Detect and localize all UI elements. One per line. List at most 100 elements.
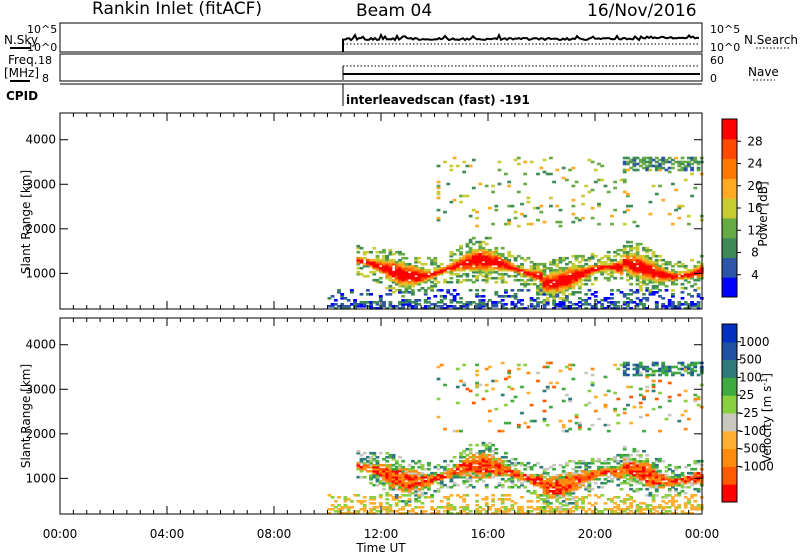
heatmap-cell: [414, 301, 418, 304]
heatmap-cell: [504, 512, 508, 515]
heatmap-cell: [645, 487, 650, 491]
heatmap-cell: [507, 465, 512, 469]
heatmap-cell: [439, 262, 444, 266]
heatmap-cell: [584, 477, 589, 481]
colorbar-segment: [722, 198, 737, 219]
heatmap-cell: [394, 282, 399, 286]
heatmap-cell: [574, 413, 579, 417]
heatmap-cell: [568, 477, 572, 481]
heatmap-cell: [488, 473, 492, 477]
heatmap-cell: [500, 461, 505, 465]
heatmap-cell: [587, 278, 592, 282]
heatmap-cell: [359, 500, 364, 503]
heatmap-cell: [462, 363, 467, 367]
heatmap-cell: [394, 504, 399, 507]
freq-unit-label: [MHz]: [4, 66, 39, 80]
heatmap-cell: [411, 291, 415, 294]
heatmap-cell: [465, 471, 470, 475]
heatmap-cell: [388, 270, 393, 274]
heatmap-cell: [561, 479, 566, 483]
heatmap-cell: [504, 222, 508, 226]
heatmap-cell: [423, 268, 428, 272]
heatmap-cell: [465, 278, 470, 282]
heatmap-cell: [375, 471, 380, 475]
heatmap-cell: [593, 502, 598, 505]
heatmap-cell: [423, 274, 428, 278]
heatmap-cell: [642, 467, 646, 471]
heatmap-cell: [529, 303, 534, 306]
heatmap-cell: [468, 469, 473, 473]
heatmap-cell: [558, 276, 563, 280]
heatmap-cell: [571, 276, 576, 280]
heatmap-cell: [382, 250, 386, 254]
heatmap-cell: [658, 158, 662, 162]
heatmap-cell: [683, 465, 688, 469]
heatmap-cell: [635, 266, 640, 270]
heatmap-cell: [574, 504, 579, 507]
heatmap-cell: [520, 385, 524, 389]
heatmap-cell: [693, 487, 698, 491]
heatmap-cell: [658, 264, 662, 268]
heatmap-cell: [375, 463, 380, 467]
heatmap-cell: [404, 264, 409, 268]
heatmap-cell: [427, 481, 431, 485]
heatmap-cell: [600, 262, 605, 266]
heatmap-cell: [484, 453, 489, 457]
heatmap-cell: [574, 268, 579, 272]
heatmap-cell: [545, 291, 550, 294]
heatmap-cell: [632, 467, 637, 471]
heatmap-cell: [696, 272, 701, 276]
heatmap-cell: [645, 389, 650, 393]
heatmap-cell: [481, 471, 486, 475]
heatmap-cell: [536, 262, 540, 266]
heatmap-cell: [690, 475, 694, 479]
heatmap-cell: [423, 280, 428, 284]
heatmap-cell: [459, 429, 463, 433]
heatmap-cell: [558, 481, 563, 485]
heatmap-cell: [507, 295, 512, 298]
heatmap-cell: [391, 496, 396, 499]
heatmap-cell: [516, 363, 521, 367]
heatmap-cell: [648, 212, 653, 216]
heatmap-cell: [597, 469, 601, 473]
heatmap-cell: [513, 258, 518, 262]
heatmap-cell: [394, 465, 399, 469]
colorbar-tick-label: 25: [739, 388, 754, 402]
heatmap-cell: [629, 496, 633, 499]
heatmap-cell: [452, 266, 457, 270]
heatmap-cell: [475, 264, 479, 268]
heatmap-cell: [571, 272, 576, 276]
heatmap-cell: [539, 498, 544, 501]
heatmap-cell: [378, 299, 383, 302]
heatmap-cell: [488, 419, 492, 423]
heatmap-cell: [638, 268, 643, 272]
heatmap-cell: [629, 465, 633, 469]
heatmap-cell: [372, 508, 377, 511]
heatmap-cell: [587, 256, 592, 260]
heatmap-cell: [411, 268, 415, 272]
heatmap-cell: [632, 477, 637, 481]
heatmap-cell: [654, 361, 659, 365]
heatmap-cell: [632, 479, 637, 483]
heatmap-cell: [545, 467, 550, 471]
heatmap-cell: [696, 162, 701, 166]
heatmap-cell: [423, 496, 428, 499]
heatmap-cell: [401, 266, 406, 270]
heatmap-cell: [388, 471, 393, 475]
heatmap-cell: [449, 252, 454, 256]
heatmap-cell: [581, 254, 585, 258]
heatmap-cell: [590, 487, 595, 491]
heatmap-cell: [516, 254, 521, 258]
heatmap-cell: [645, 483, 650, 487]
heatmap-cell: [552, 282, 556, 286]
heatmap-cell: [488, 272, 492, 276]
heatmap-cell: [475, 510, 479, 513]
heatmap-cell: [536, 475, 540, 479]
heatmap-cell: [417, 289, 422, 292]
heatmap-cell: [372, 270, 377, 274]
heatmap-cell: [462, 508, 467, 511]
heatmap-cell: [375, 258, 380, 262]
heatmap-cell: [590, 256, 595, 260]
heatmap-cell: [542, 409, 547, 413]
heatmap-cell: [610, 303, 614, 306]
